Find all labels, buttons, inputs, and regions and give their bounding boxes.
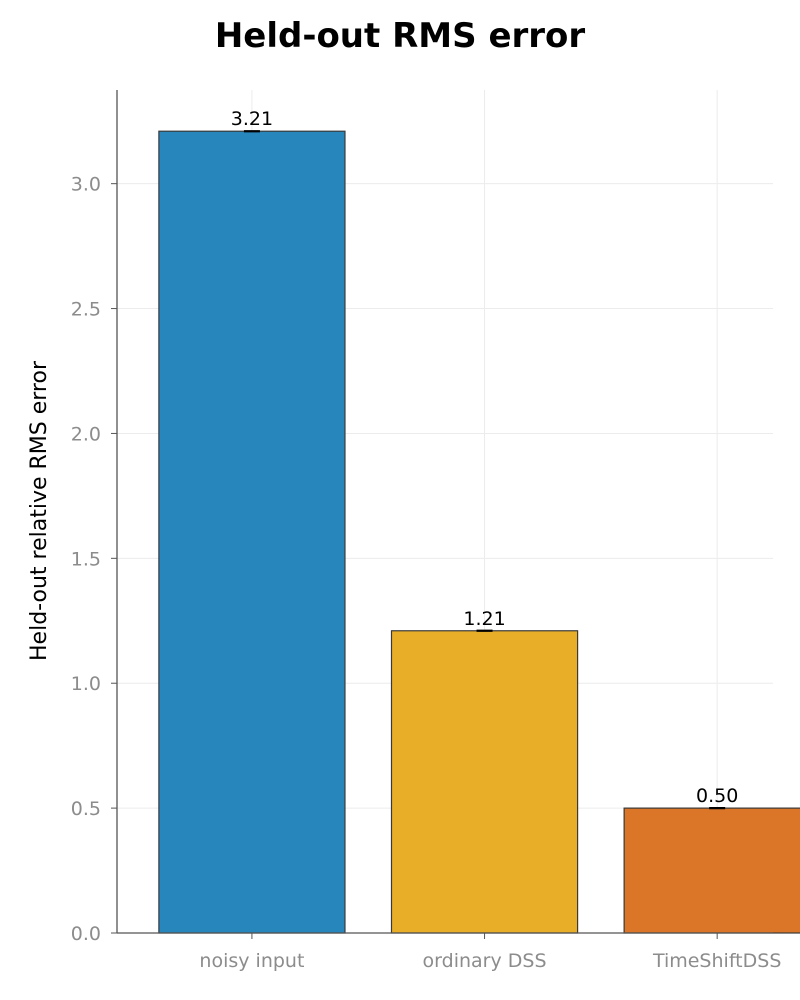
y-ticks: 0.0 0.5 1.0 1.5 2.0 2.5 3.0 [71, 174, 117, 945]
chart-title: Held-out RMS error [215, 16, 586, 56]
y-tick-label: 2.0 [71, 423, 101, 445]
bars-group: 3.21 1.21 0.50 [158, 108, 800, 934]
y-tick-label: 2.5 [71, 299, 101, 321]
bar [158, 130, 346, 934]
bar-value-label: 0.50 [696, 785, 738, 807]
bar-value-label: 3.21 [231, 108, 273, 130]
x-tick-label: ordinary DSS [423, 950, 547, 972]
y-axis-label: Held-out relative RMS error [27, 360, 52, 661]
y-tick-label: 3.0 [71, 174, 101, 196]
x-tick-label: noisy input [199, 950, 304, 972]
bar-value-label: 1.21 [463, 608, 505, 630]
bar [623, 807, 800, 934]
y-tick-label: 0.0 [71, 923, 101, 945]
y-tick-label: 1.0 [71, 673, 101, 695]
x-ticks: noisy input ordinary DSS TimeShiftDSS [199, 933, 781, 972]
y-tick-label: 0.5 [71, 798, 101, 820]
bar [390, 630, 579, 934]
y-tick-label: 1.5 [71, 548, 101, 570]
x-tick-label: TimeShiftDSS [652, 950, 781, 972]
